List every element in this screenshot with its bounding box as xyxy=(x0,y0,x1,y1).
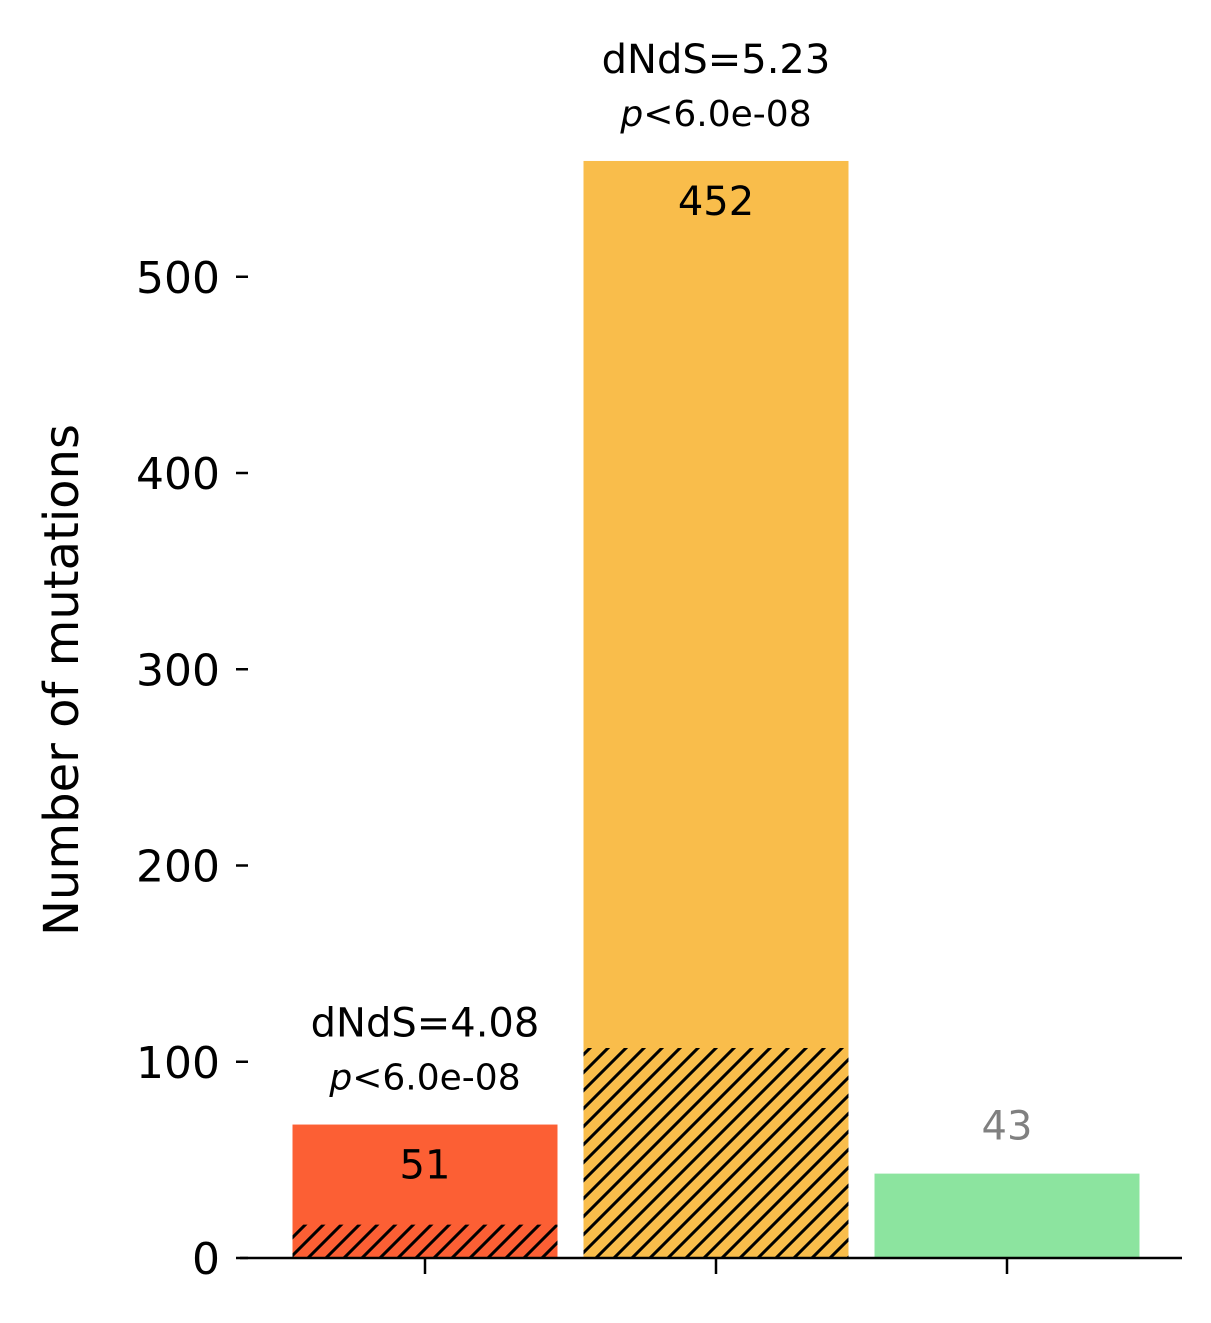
y-tick-label-300: 300 xyxy=(136,645,220,696)
y-tick-label-200: 200 xyxy=(136,842,220,893)
p-symbol: p xyxy=(328,1058,352,1099)
y-tick-label-100: 100 xyxy=(136,1038,220,1089)
bar-3-value-label: 43 xyxy=(982,1104,1033,1150)
bars-layer: 51dNdS=4.08p<6.0e-08452dNdS=5.23p<6.0e-0… xyxy=(292,37,1140,1258)
bar-2-value-label: 452 xyxy=(678,179,754,225)
bar-1-p-annotation: p<6.0e-08 xyxy=(328,1058,520,1099)
y-tick-label-400: 400 xyxy=(136,449,220,500)
bar-2-p-annotation: p<6.0e-08 xyxy=(619,94,811,135)
bar-2-hatched-segment xyxy=(583,1048,849,1258)
p-value: <6.0e-08 xyxy=(352,1058,520,1099)
y-tick-label-0: 0 xyxy=(192,1234,220,1285)
y-axis-title: Number of mutations xyxy=(34,424,90,936)
p-symbol: p xyxy=(619,94,643,135)
bar-3 xyxy=(874,1173,1140,1258)
bar-group-2: 452 dNdS=5.23 p<6.0e-08 xyxy=(583,37,849,1258)
bar-group-3: 43 xyxy=(874,1104,1140,1258)
p-value: <6.0e-08 xyxy=(643,94,811,135)
axes: 0 100 200 300 400 500 xyxy=(136,253,1182,1285)
bar-group-1: 51 dNdS=4.08 p<6.0e-08 xyxy=(292,1001,558,1258)
bar-2-dnds-annotation: dNdS=5.23 xyxy=(602,37,831,83)
bar-1-dnds-annotation: dNdS=4.08 xyxy=(311,1001,540,1047)
y-tick-label-500: 500 xyxy=(136,253,220,304)
bar-1-value-label: 51 xyxy=(400,1143,451,1189)
bar-1-hatched-segment xyxy=(292,1224,558,1258)
